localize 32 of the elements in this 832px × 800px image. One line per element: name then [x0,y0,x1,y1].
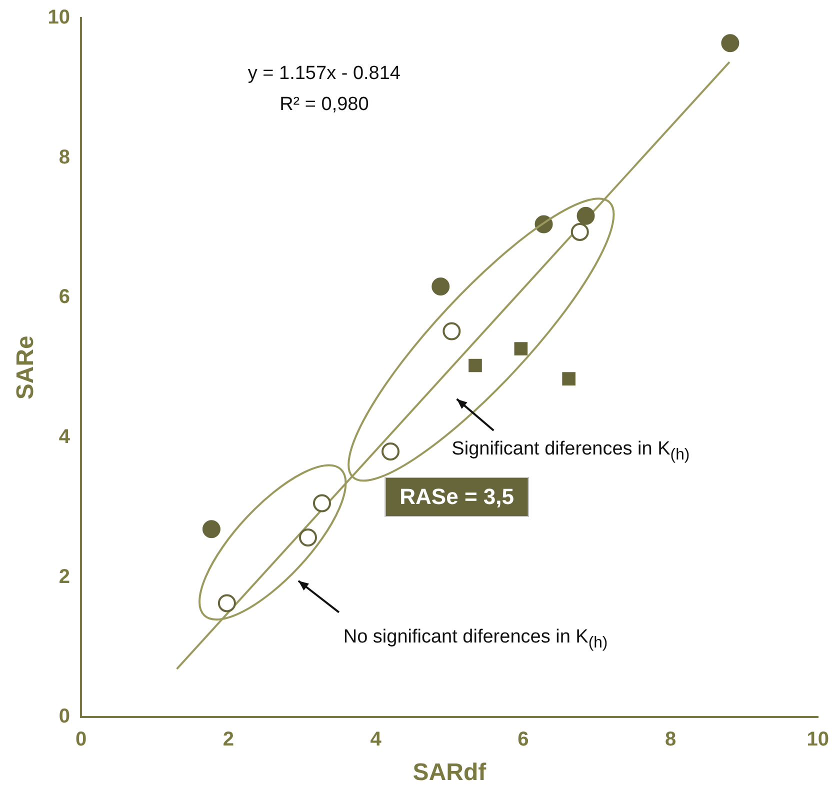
y-axis-title: SARe [12,336,40,400]
point [514,342,528,356]
x-tick-label: 4 [370,728,382,751]
point [442,322,461,340]
x-tick-label: 2 [222,728,234,751]
point [468,358,482,372]
x-tick-label: 0 [75,728,87,751]
x-tick-label: 8 [664,728,676,751]
y-tick-label: 2 [58,566,70,588]
x-tick-label: 6 [518,728,529,751]
point [218,594,236,612]
point [576,206,595,225]
y-tick-label: 0 [58,706,70,728]
y-tick-label: 10 [48,6,70,29]
point [382,442,400,461]
point [202,520,220,538]
y-tick-label: 4 [58,426,71,448]
point [721,34,740,52]
point [312,494,331,512]
point [298,528,317,547]
annotation: y = 1.157x - 0.814 [248,63,401,86]
point [432,277,450,296]
annotation: RASe = 3,5 [384,476,529,517]
y-tick-label: 6 [58,286,70,308]
x-tick-label: 10 [806,728,829,751]
annotation: Significant diferences in K$_{(h)}$ [452,438,690,466]
y-tick-label: 8 [58,146,70,168]
point [570,222,589,241]
x-axis-title: SARdf [412,759,488,786]
point [562,372,576,386]
annotation: No significant diferences in K$_{(h)}$ [343,626,608,653]
annotation: R² = 0,980 [280,94,369,117]
